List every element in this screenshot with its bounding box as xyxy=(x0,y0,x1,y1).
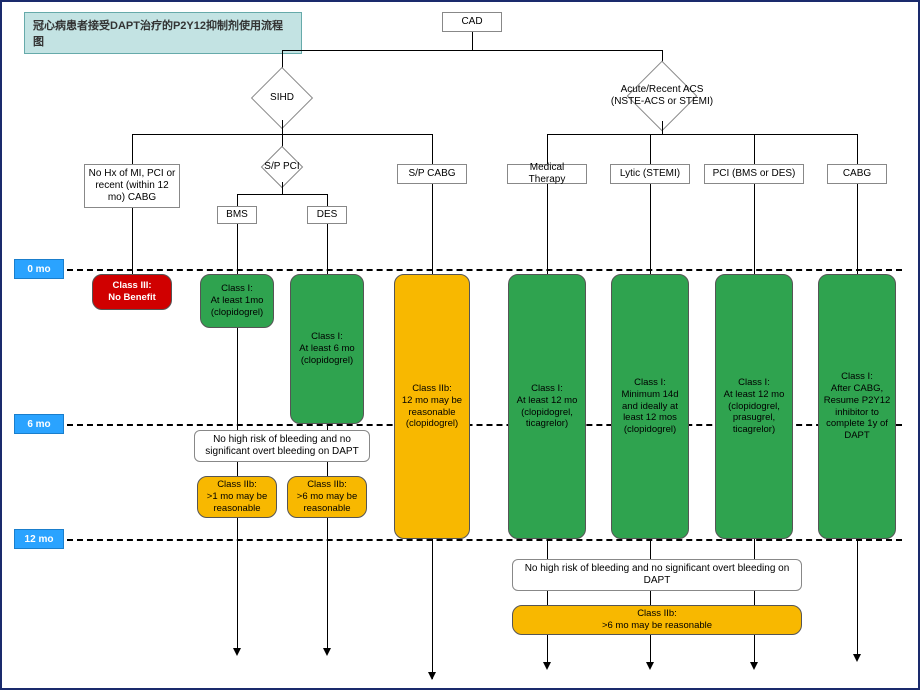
flowchart-canvas: 冠心病患者接受DAPT治疗的P2Y12抑制剂使用流程图 0 mo 6 mo 12… xyxy=(0,0,920,690)
node-cabg: CABG xyxy=(827,164,887,184)
rec-lytic-14d: Class I: Minimum 14d and ideally at leas… xyxy=(611,274,689,539)
node-cad: CAD xyxy=(442,12,502,32)
rec-spcabg-12mo: Class IIb: 12 mo may be reasonable (clop… xyxy=(394,274,470,539)
time-label-6: 6 mo xyxy=(14,414,64,434)
node-med-tx: Medical Therapy xyxy=(507,164,587,184)
node-lytic: Lytic (STEMI) xyxy=(610,164,690,184)
node-no-bleed-acs: No high risk of bleeding and no signific… xyxy=(512,559,802,591)
node-pci-bms-des: PCI (BMS or DES) xyxy=(704,164,804,184)
rec-bms-1mo: Class I: At least 1mo (clopidogrel) xyxy=(200,274,274,328)
rec-acs-gt6mo: Class IIb: >6 mo may be reasonable xyxy=(512,605,802,635)
rec-pci-12mo: Class I: At least 12 mo (clopidogrel, pr… xyxy=(715,274,793,539)
rec-des-6mo: Class I: At least 6 mo (clopidogrel) xyxy=(290,274,364,424)
title-banner: 冠心病患者接受DAPT治疗的P2Y12抑制剂使用流程图 xyxy=(24,12,302,54)
node-des: DES xyxy=(307,206,347,224)
rec-class3-no-benefit: Class III: No Benefit xyxy=(92,274,172,310)
node-bms: BMS xyxy=(217,206,257,224)
node-no-bleed-sihd: No high risk of bleeding and no signific… xyxy=(194,430,370,462)
node-no-hx: No Hx of MI, PCI or recent (within 12 mo… xyxy=(84,164,180,208)
time-label-12: 12 mo xyxy=(14,529,64,549)
node-sp-cabg: S/P CABG xyxy=(397,164,467,184)
rec-cabg-resume: Class I: After CABG, Resume P2Y12 inhibi… xyxy=(818,274,896,539)
time-label-0: 0 mo xyxy=(14,259,64,279)
timeline-12mo xyxy=(67,539,902,541)
timeline-0mo xyxy=(67,269,902,271)
rec-des-gt6mo: Class IIb: >6 mo may be reasonable xyxy=(287,476,367,518)
title-text: 冠心病患者接受DAPT治疗的P2Y12抑制剂使用流程图 xyxy=(33,20,283,48)
rec-bms-gt1mo: Class IIb: >1 mo may be reasonable xyxy=(197,476,277,518)
rec-med-12mo: Class I: At least 12 mo (clopidogrel, ti… xyxy=(508,274,586,539)
